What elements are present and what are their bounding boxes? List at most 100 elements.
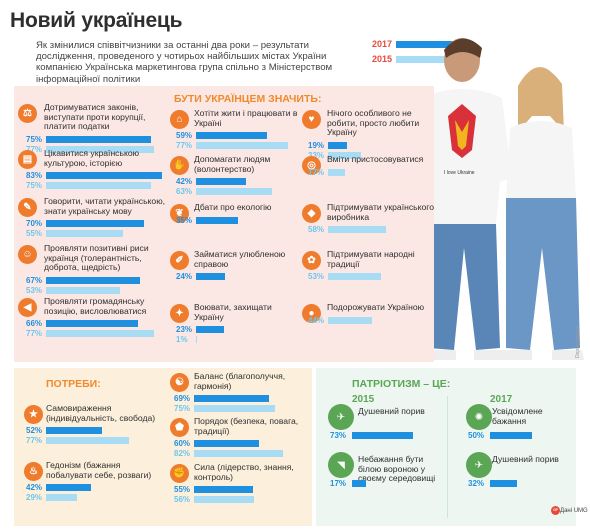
being-ukrainian-item-0-v2017: 75% bbox=[26, 135, 190, 144]
needs-item-4-v2017-bar bbox=[194, 486, 254, 493]
leaf-icon: ❦ bbox=[170, 204, 189, 223]
needs-item-2-v2017-value: 69% bbox=[174, 394, 191, 403]
scales-icon: ⚖ bbox=[18, 104, 37, 123]
being-ukrainian-item-2-v2017: 70% bbox=[26, 219, 190, 228]
patriotism-2015-item-1: 17% bbox=[330, 479, 440, 488]
being-ukrainian-item-1-v2015-bar bbox=[46, 182, 151, 190]
patriotism-2017-item-1-label: Душевний порив bbox=[492, 454, 559, 464]
needs-item-3-v2017: 60% bbox=[174, 439, 306, 448]
needs-item-1-v2015-value: 29% bbox=[26, 493, 43, 502]
being-ukrainian-item-4-v2015-value: 77% bbox=[26, 329, 43, 339]
being-ukrainian-item-11-label: Вміти пристосовуватися bbox=[327, 154, 424, 164]
being-ukrainian-item-6-v2017: 42% bbox=[176, 177, 320, 186]
being-ukrainian-item-5-v2015-value: 77% bbox=[176, 141, 193, 151]
being-ukrainian-item-10-v2015: 33% bbox=[308, 151, 432, 160]
needs-item-1-v2017-bar bbox=[46, 484, 92, 491]
being-ukrainian-item-14-v2015: 44% bbox=[308, 316, 432, 325]
star-icon: ★ bbox=[24, 405, 43, 424]
patriotism-2017-item-0: 50% bbox=[468, 431, 578, 440]
being-ukrainian-item-3-v2017: 67% bbox=[26, 276, 190, 285]
chameleon-icon: ◎ bbox=[302, 156, 321, 175]
legend-2017: 2017 bbox=[372, 38, 467, 53]
patriotism-divider bbox=[447, 396, 448, 518]
being-ukrainian-item-1-v2017-bar bbox=[46, 172, 163, 180]
needs-item-0-label: Самовираження (індивідуальність, свобода… bbox=[46, 403, 156, 423]
flower-icon: ✿ bbox=[302, 251, 321, 270]
being-ukrainian-item-1-v2015: 75% bbox=[26, 181, 190, 190]
needs-item-2-v2017: 69% bbox=[174, 394, 306, 403]
being-ukrainian-item-7-v2017: 35% bbox=[176, 216, 320, 225]
being-ukrainian-item-3-label: Проявляти позитивні риси українця (толер… bbox=[44, 243, 149, 273]
being-ukrainian-item-6-v2015-bar bbox=[196, 188, 272, 196]
patriotism-2017-item-0-label: Усвідомлене бажання bbox=[492, 406, 543, 426]
needs-item-1-label: Гедонізм (бажання побалувати себе, розва… bbox=[46, 460, 152, 480]
needs-item-4-label: Сила (лідерство, знання, контроль) bbox=[194, 462, 294, 482]
being-ukrainian-item-3-v2017-bar bbox=[46, 276, 140, 284]
section-title-patriotism: ПАТРІОТИЗМ – ЦЕ: bbox=[352, 378, 451, 390]
handshake-icon: ✋ bbox=[170, 156, 189, 175]
legend-label-2017: 2017 bbox=[372, 39, 393, 49]
patriotism-2017-item-1-bar bbox=[490, 480, 517, 487]
people-icon: ☺ bbox=[18, 245, 37, 264]
needs-item-0-v2015-bar bbox=[46, 437, 130, 444]
being-ukrainian-item-14-label: Подорожувати Україною bbox=[327, 302, 425, 312]
being-ukrainian-item-9-v2017: 23% bbox=[176, 325, 320, 334]
legend: 2017 2015 bbox=[372, 38, 467, 68]
needs-item-0-v2015-value: 77% bbox=[26, 436, 43, 445]
needs-item-3-v2015-bar bbox=[194, 450, 283, 457]
patriotism-panel bbox=[316, 368, 576, 526]
patriotism-year-2015: 2015 bbox=[352, 394, 375, 405]
being-ukrainian-item-10-v2015-bar bbox=[328, 151, 361, 159]
being-ukrainian-item-6-v2017-bar bbox=[196, 178, 247, 186]
patriotism-2017-item-0-value: 50% bbox=[468, 431, 485, 440]
fist-icon: ✊ bbox=[170, 464, 189, 483]
being-ukrainian-item-7-v2017-value: 35% bbox=[176, 215, 193, 225]
sword-icon: ✦ bbox=[170, 304, 189, 323]
bird-icon: ✈ bbox=[466, 452, 492, 478]
being-ukrainian-item-12-v2015-value: 58% bbox=[308, 225, 325, 235]
section-title-being-ukrainian: БУТИ УКРАЇНЦЕМ ЗНАЧИТЬ: bbox=[174, 93, 322, 105]
patriotism-2015-item-1-label: Небажання бути білою вороною у своєму се… bbox=[358, 454, 436, 484]
patriotism-2015-item-0-bar bbox=[352, 432, 414, 439]
being-ukrainian-item-13-v2015-value: 53% bbox=[308, 272, 325, 282]
being-ukrainian-item-10-v2017-value: 19% bbox=[308, 140, 325, 150]
being-ukrainian-item-1-label: Цікавитися українською культурою, історі… bbox=[44, 148, 140, 168]
book-icon: ▤ bbox=[18, 150, 37, 169]
being-ukrainian-item-13-v2015-bar bbox=[328, 273, 381, 281]
umg-badge: ᴳᴾ bbox=[551, 506, 560, 515]
being-ukrainian-item-2-v2015-value: 55% bbox=[26, 229, 43, 239]
crow-icon: ◥ bbox=[328, 452, 354, 478]
cake-icon: ♨ bbox=[24, 462, 43, 481]
legend-swatch-2015 bbox=[396, 56, 464, 63]
being-ukrainian-item-12-v2015-bar bbox=[328, 226, 386, 234]
patriotism-2015-item-0: 73% bbox=[330, 431, 440, 440]
needs-item-2-v2017-bar bbox=[194, 395, 269, 402]
being-ukrainian-item-13-v2015: 53% bbox=[308, 272, 432, 281]
being-ukrainian-item-6-v2015: 63% bbox=[176, 187, 320, 196]
patriotism-2017-item-1: 32% bbox=[468, 479, 578, 488]
needs-item-0-v2017-bar bbox=[46, 427, 103, 434]
being-ukrainian-item-8-label: Займатися улюбленою справою bbox=[194, 249, 286, 269]
needs-item-4-v2017-value: 55% bbox=[174, 485, 191, 494]
legend-swatch-2017 bbox=[396, 41, 464, 48]
being-ukrainian-item-10-v2015-value: 33% bbox=[308, 150, 325, 160]
needs-item-1-v2017: 42% bbox=[26, 483, 158, 492]
being-ukrainian-item-13-label: Підтримувати народні традиції bbox=[327, 249, 415, 269]
brain-icon: ✺ bbox=[466, 404, 492, 430]
brush-icon: ✐ bbox=[170, 251, 189, 270]
being-ukrainian-item-10-v2017: 19% bbox=[308, 141, 432, 150]
megaphone-icon: ◀ bbox=[18, 298, 37, 317]
being-ukrainian-item-10-label: Нічого особливого не робити, просто люби… bbox=[327, 108, 420, 138]
being-ukrainian-item-9-v2015: 1% bbox=[176, 335, 320, 344]
being-ukrainian-item-11-v2015-value: 17% bbox=[308, 167, 325, 177]
tag-icon: ◆ bbox=[302, 204, 321, 223]
being-ukrainian-item-1-v2017-value: 83% bbox=[26, 171, 43, 181]
being-ukrainian-item-1-v2015-value: 75% bbox=[26, 181, 43, 191]
patriotism-2015-item-1-bar bbox=[352, 480, 367, 487]
house-icon: ⌂ bbox=[170, 110, 189, 129]
needs-item-4-v2017: 55% bbox=[174, 485, 306, 494]
being-ukrainian-item-8-v2017-bar bbox=[196, 273, 225, 281]
legend-2015: 2015 bbox=[372, 53, 467, 68]
being-ukrainian-item-4-v2017-bar bbox=[46, 320, 139, 328]
page-title: Новий українець bbox=[10, 9, 183, 32]
